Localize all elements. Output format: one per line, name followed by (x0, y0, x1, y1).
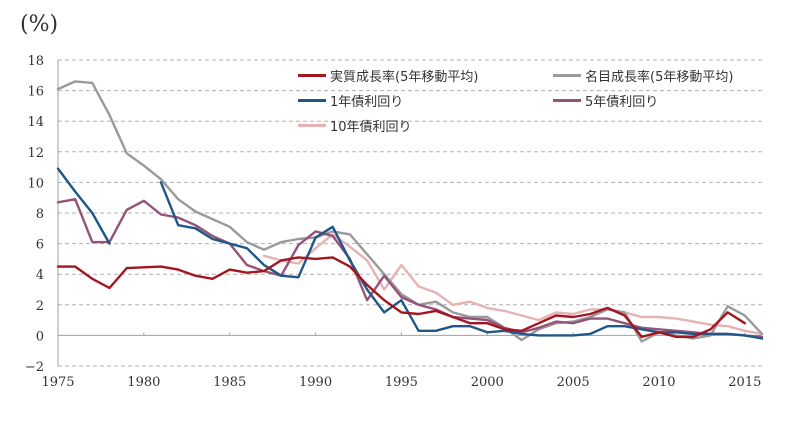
y-tick-label: −2 (25, 360, 44, 375)
y-tick-label: 18 (27, 54, 44, 69)
series-line-10y-yield (262, 233, 764, 336)
x-tick-labels: 1975 1980 1985 1990 1995 2000 2005 2010 2015 (41, 375, 761, 390)
legend-item-5y-yield: 5年債利回り (553, 91, 658, 110)
y-tick-label: 12 (27, 146, 44, 161)
series-line-1y-yield-seg1 (56, 167, 111, 245)
y-tick-label: 0 (36, 329, 44, 344)
legend-swatch-real-growth (298, 74, 326, 77)
series-line-real-growth (56, 256, 746, 339)
y-tick-label: 10 (27, 176, 44, 191)
legend-label-5y-yield: 5年債利回り (585, 95, 659, 110)
legend-label-1y-yield: 1年債利回り (330, 95, 404, 110)
legend-swatch-1y-yield (298, 99, 326, 102)
x-tick-label: 1980 (127, 375, 160, 390)
legend-swatch-nominal-growth (553, 74, 581, 77)
legend-label-nominal-growth: 名目成長率(5年移動平均) (585, 70, 734, 85)
series-line-nominal-growth (56, 80, 764, 343)
x-tick-label: 1985 (213, 375, 246, 390)
y-tick-labels: −2 0 2 4 6 8 10 12 14 16 18 (25, 54, 44, 375)
y-unit-label: (%) (20, 12, 59, 37)
y-tick-label: 14 (27, 115, 44, 130)
x-tick-label: 2005 (557, 375, 590, 390)
legend-item-10y-yield: 10年債利回り (298, 116, 412, 135)
y-tick-label: 16 (27, 85, 44, 100)
y-tick-label: 6 (36, 238, 44, 253)
y-tick-label: 2 (36, 299, 44, 314)
x-tick-label: 1975 (41, 375, 74, 390)
x-tick-label: 2015 (728, 375, 761, 390)
x-tick-label: 1990 (299, 375, 332, 390)
legend-swatch-10y-yield (298, 124, 326, 127)
x-tick-label: 2010 (642, 375, 675, 390)
legend-item-nominal-growth: 名目成長率(5年移動平均) (553, 66, 733, 85)
series-lines (56, 80, 764, 343)
y-tick-label: 4 (36, 268, 44, 283)
legend-label-10y-yield: 10年債利回り (330, 120, 412, 135)
legend-label-real-growth: 実質成長率(5年移動平均) (330, 70, 479, 85)
x-tick-label: 2000 (471, 375, 504, 390)
legend-item-1y-yield: 1年債利回り (298, 91, 403, 110)
legend-item-real-growth: 実質成長率(5年移動平均) (298, 66, 478, 85)
y-tick-label: 8 (36, 207, 44, 222)
legend-swatch-5y-yield (553, 99, 581, 102)
x-tick-label: 1995 (385, 375, 418, 390)
